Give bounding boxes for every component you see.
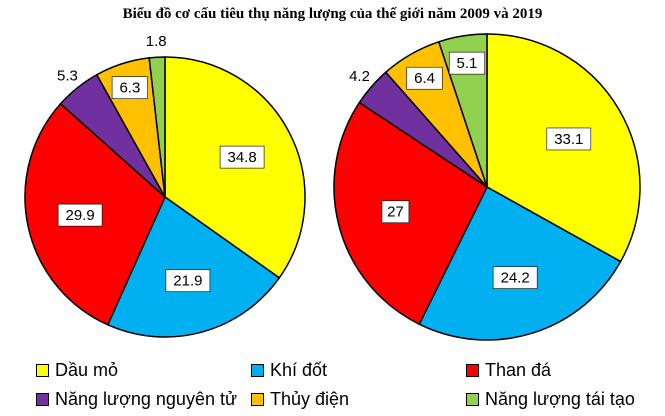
data-label-box <box>165 269 211 293</box>
slice-data-label: 24.2 <box>492 266 538 289</box>
legend-swatch <box>251 364 264 377</box>
data-label-text: 6.3 <box>119 80 140 97</box>
slice-data-label: 34.8 <box>219 145 265 169</box>
legend-swatch <box>466 393 479 406</box>
legend-item-thuy-dien: Thủy điện <box>251 389 349 410</box>
pie-chart-2009: 34.8 21.9 29.9 5.3 6.3 1.8 <box>24 33 306 338</box>
legend-swatch <box>36 364 49 377</box>
legend-swatch <box>251 393 264 406</box>
data-label-box <box>546 127 592 151</box>
legend-label: Khí đốt <box>270 360 328 380</box>
slice-data-label: 4.2 <box>349 68 370 85</box>
legend-label: Than đá <box>485 360 552 380</box>
legend-label: Năng lượng tái tạo <box>485 389 635 409</box>
data-label-box <box>219 145 265 169</box>
data-label-box <box>492 266 538 289</box>
chart-title: Biểu đồ cơ cấu tiêu thụ năng lượng của t… <box>122 6 543 22</box>
data-label-text: 4.2 <box>349 68 370 85</box>
data-label-box <box>111 76 148 100</box>
data-label-box <box>381 200 410 224</box>
pie-slice <box>106 195 281 338</box>
slice-data-label: 27 <box>381 200 410 224</box>
legend-label: Dầu mỏ <box>55 360 119 380</box>
data-label-text: 21.9 <box>173 273 202 290</box>
data-label-text: 33.1 <box>554 131 583 148</box>
data-label-box <box>57 203 103 227</box>
data-label-text: 29.9 <box>66 207 95 224</box>
pie-chart-2019: 33.1 24.2 27 4.2 6.4 5.1 <box>333 33 641 341</box>
data-label-text: 34.8 <box>227 149 256 166</box>
data-label-box <box>406 66 443 90</box>
legend-item-dau-mo: Dầu mỏ <box>36 360 118 381</box>
slice-data-label: 6.3 <box>111 76 148 100</box>
legend-label: Năng lượng nguyên tử <box>55 389 238 409</box>
legend-label: Thủy điện <box>270 389 350 409</box>
pie-charts: 34.8 21.9 29.9 5.3 6.3 1.8 33.1 24.2 27 4.2 6.4 5.… <box>24 33 641 341</box>
data-label-text: 1.8 <box>146 33 167 50</box>
legend: Dầu mỏ Khí đốt Than đá Năng lượng nguyên… <box>0 352 665 416</box>
legend-swatch <box>36 393 49 406</box>
pie-slice <box>148 56 166 198</box>
slice-data-label: 29.9 <box>57 203 103 227</box>
pie-slice <box>333 101 488 326</box>
legend-item-than-da: Than đá <box>466 360 551 381</box>
data-label-text: 24.2 <box>501 270 530 287</box>
legend-item-nang-luong-nguyen-tu: Năng lượng nguyên tử <box>36 389 237 410</box>
legend-swatch <box>466 364 479 377</box>
slice-data-label: 21.9 <box>165 269 211 293</box>
legend-item-khi-dot: Khí đốt <box>251 360 327 381</box>
data-label-text: 5.3 <box>57 67 78 84</box>
data-label-text: 6.4 <box>414 70 435 87</box>
slice-data-label: 1.8 <box>146 33 167 50</box>
pie-slice <box>418 185 622 341</box>
data-label-text: 5.1 <box>457 55 478 72</box>
slice-data-label: 5.3 <box>57 67 78 84</box>
slice-data-label: 5.1 <box>448 51 486 75</box>
slice-data-label: 6.4 <box>406 66 443 90</box>
data-label-box <box>448 51 486 75</box>
data-label-text: 27 <box>387 204 404 221</box>
legend-item-nang-luong-tai-tao: Năng lượng tái tạo <box>466 389 635 410</box>
slice-data-label: 33.1 <box>546 127 592 151</box>
